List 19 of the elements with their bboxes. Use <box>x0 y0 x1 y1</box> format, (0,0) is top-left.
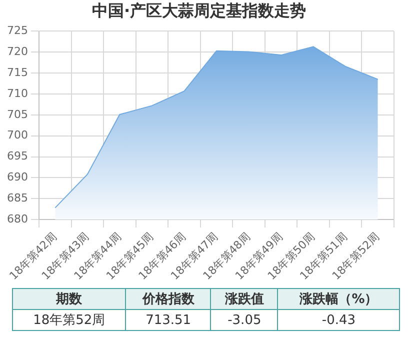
text: 涨跌幅（%） <box>278 288 400 310</box>
y-tick-label: 715 <box>6 66 28 79</box>
y-tick-label: 700 <box>6 128 28 142</box>
y-tick-label: 710 <box>6 86 28 100</box>
text: 涨跌值 <box>210 288 278 310</box>
text: -0.43 <box>278 310 400 330</box>
text: 18年第52周 <box>12 310 126 330</box>
y-tick-label: 695 <box>6 150 28 163</box>
y-tick-label: 680 <box>6 212 28 226</box>
y-tick-label: 690 <box>6 170 28 184</box>
y-tick-label: 725 <box>6 24 28 38</box>
chart-title: 中国·产区大蒜周定基指数走势 <box>92 0 306 20</box>
text: 期数 <box>12 288 126 310</box>
y-tick-label: 705 <box>6 108 28 121</box>
text: 713.51 <box>126 310 211 330</box>
text: 价格指数 <box>126 288 211 310</box>
y-tick-label: 720 <box>6 44 28 58</box>
text: -3.05 <box>210 310 278 330</box>
y-tick-label: 685 <box>6 191 28 204</box>
